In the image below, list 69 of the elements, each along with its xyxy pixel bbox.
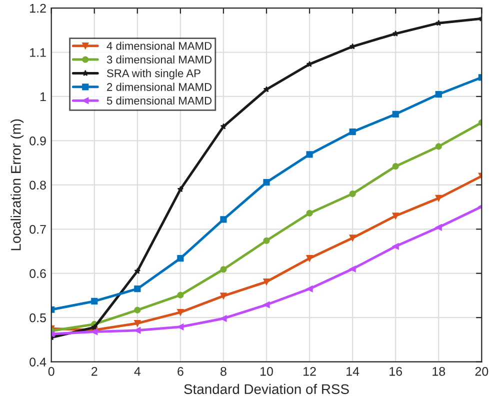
point — [392, 212, 399, 220]
point — [177, 186, 184, 192]
point — [91, 324, 98, 330]
point — [220, 123, 227, 130]
y-tick-label: 1 — [40, 92, 46, 102]
point — [392, 163, 399, 170]
point — [306, 286, 313, 292]
x-tick-label: 20 — [475, 366, 488, 376]
point — [349, 234, 356, 242]
legend-label: 3 dimensional MAMD — [106, 55, 212, 64]
point — [177, 308, 184, 316]
point — [435, 224, 442, 231]
point — [263, 301, 270, 308]
y-tick-label: 0.8 — [30, 180, 46, 190]
point — [392, 110, 399, 118]
point — [177, 292, 184, 298]
point — [134, 286, 141, 292]
point — [134, 306, 141, 314]
point — [435, 90, 442, 98]
y-axis-title: Localization Error (m) — [10, 119, 24, 250]
legend-label: 5 dimensional MAMD — [106, 96, 212, 105]
y-tick-label: 0.5 — [30, 313, 46, 322]
point — [435, 20, 442, 26]
point — [134, 320, 141, 327]
point — [177, 255, 184, 262]
point — [263, 237, 270, 244]
point — [349, 128, 356, 136]
x-tick-label: 12 — [304, 366, 316, 376]
point — [134, 327, 141, 334]
legend-label: 2 dimensional MAMD — [107, 82, 212, 91]
point — [349, 190, 356, 198]
y-tick-label: 0.9 — [30, 136, 46, 146]
x-tick-label: 2 — [92, 366, 98, 376]
x-tick-label: 4 — [134, 367, 141, 376]
point — [306, 255, 313, 262]
x-tick-label: 10 — [260, 366, 273, 376]
x-tick-label: 6 — [178, 366, 184, 376]
point — [220, 315, 227, 322]
point — [435, 143, 442, 150]
x-tick-label: 8 — [220, 366, 226, 376]
point — [306, 60, 313, 67]
legend-label: SRA with single AP — [106, 69, 200, 80]
point — [306, 151, 313, 158]
point — [91, 298, 98, 305]
point — [392, 243, 399, 250]
point — [177, 324, 184, 330]
x-tick-label: 0 — [48, 366, 54, 376]
x-axis-title: Standard Deviation of RSS — [184, 384, 349, 394]
point — [263, 178, 270, 186]
point — [392, 30, 399, 36]
point — [349, 266, 356, 272]
point — [220, 216, 227, 223]
point — [349, 43, 356, 50]
x-tick-label: 14 — [346, 367, 360, 376]
legend-label: 4 dimensional MAMD — [106, 42, 212, 50]
point — [220, 266, 227, 273]
y-tick-label: 0.4 — [30, 358, 46, 366]
point — [134, 268, 141, 274]
y-tick-label: 0.6 — [30, 269, 46, 278]
x-tick-label: 16 — [390, 366, 402, 376]
y-tick-label: 0.7 — [30, 224, 46, 234]
x-tick-label: 18 — [432, 366, 446, 376]
point — [263, 278, 270, 286]
point — [220, 292, 227, 300]
point — [306, 210, 313, 217]
y-tick-label: 1.2 — [30, 4, 46, 13]
point — [435, 194, 442, 202]
point — [263, 86, 270, 92]
y-tick-label: 1.1 — [30, 48, 46, 57]
